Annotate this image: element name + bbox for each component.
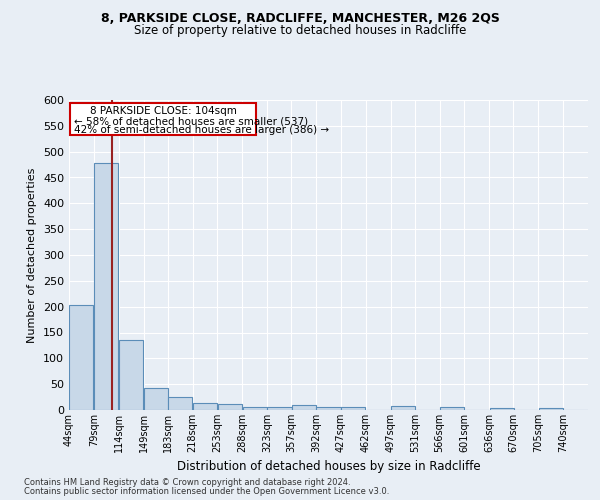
Text: 42% of semi-detached houses are larger (386) →: 42% of semi-detached houses are larger (…	[74, 126, 329, 136]
Text: 8 PARKSIDE CLOSE: 104sqm: 8 PARKSIDE CLOSE: 104sqm	[90, 106, 237, 116]
Text: Contains public sector information licensed under the Open Government Licence v3: Contains public sector information licen…	[24, 487, 389, 496]
Bar	[193, 404, 217, 410]
Bar	[268, 408, 292, 410]
Bar	[218, 404, 242, 410]
Bar	[341, 407, 365, 410]
Bar	[490, 408, 514, 410]
Bar	[391, 406, 415, 410]
Y-axis label: Number of detached properties: Number of detached properties	[28, 168, 37, 342]
Bar	[292, 405, 316, 410]
Bar	[94, 163, 118, 410]
Text: Size of property relative to detached houses in Radcliffe: Size of property relative to detached ho…	[134, 24, 466, 37]
Bar	[119, 340, 143, 410]
Bar	[70, 305, 94, 410]
Bar	[144, 388, 168, 410]
Bar	[168, 397, 192, 410]
Text: Contains HM Land Registry data © Crown copyright and database right 2024.: Contains HM Land Registry data © Crown c…	[24, 478, 350, 487]
Text: 8, PARKSIDE CLOSE, RADCLIFFE, MANCHESTER, M26 2QS: 8, PARKSIDE CLOSE, RADCLIFFE, MANCHESTER…	[101, 12, 499, 26]
Bar	[316, 408, 341, 410]
FancyBboxPatch shape	[70, 102, 256, 134]
Bar	[440, 408, 464, 410]
Text: ← 58% of detached houses are smaller (537): ← 58% of detached houses are smaller (53…	[74, 116, 308, 126]
Bar	[242, 407, 267, 410]
Bar	[539, 408, 563, 410]
X-axis label: Distribution of detached houses by size in Radcliffe: Distribution of detached houses by size …	[176, 460, 481, 473]
